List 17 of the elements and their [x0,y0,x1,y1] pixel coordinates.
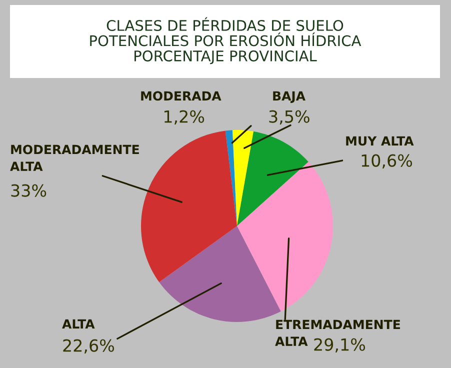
slice-label: ALTA [62,319,95,328]
slice-label: MUY ALTA [346,136,414,146]
slice-label: BAJA [273,91,306,103]
data-label: 1,2% [164,110,204,125]
data-label: 3,5% [269,110,310,125]
pie-slice [237,162,333,312]
chart-title: CLASES DE PÉRDIDAS DE SUELO POTENCIALES POR EROSIÓN HÍDRICA PORCENTAJE PROVINCIAL [90,17,362,64]
slice-label: MODERADAMENTE ALTA [10,144,139,171]
data-label: 10,6% [362,154,412,169]
data-label: 33% [11,184,46,197]
pie-slice [141,130,237,282]
data-label: 22,6% [63,339,114,354]
pie-slice [237,131,308,226]
data-label: 29,1% [314,338,366,353]
slice-label: MODERADA [141,91,222,101]
pie-slice [225,130,237,226]
pie-slice [232,130,254,226]
